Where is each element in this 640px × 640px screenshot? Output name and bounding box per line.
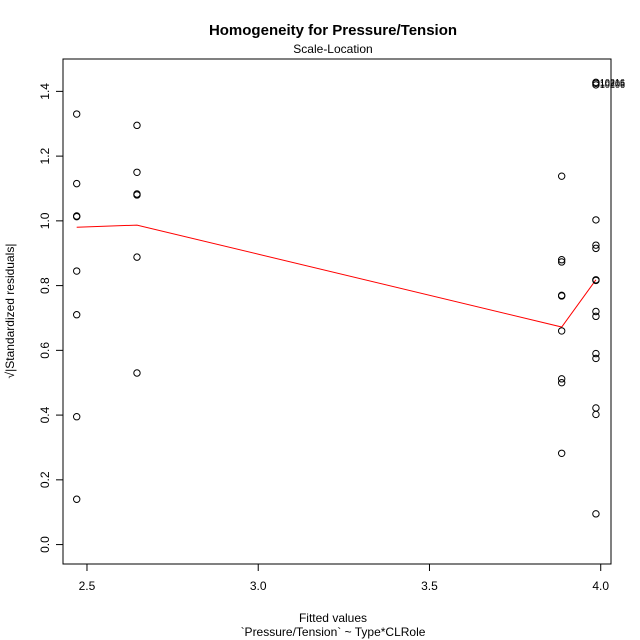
y-axis-label: √|Standardized residuals|: [3, 244, 17, 379]
data-point: [73, 311, 81, 319]
data-point: [557, 379, 566, 387]
data-point: [592, 354, 600, 363]
data-point: [592, 216, 600, 224]
x-axis-sublabel: `Pressure/Tension` ~ Type*CLRole: [241, 625, 426, 639]
y-tick-label: 0.8: [38, 277, 52, 294]
y-axis: 0.0 0.2 0.4 0.6 0.8 1.0 1.2 1.4: [38, 83, 63, 553]
data-point: [557, 375, 566, 383]
y-tick-label: 1.4: [38, 83, 52, 100]
y-tick-label: 1.0: [38, 212, 52, 229]
data-point: [557, 449, 566, 457]
data-point: [133, 168, 141, 177]
data-point: [557, 292, 566, 300]
data-point: [557, 256, 566, 264]
chart-title: Homogeneity for Pressure/Tension: [209, 22, 457, 39]
y-tick-label: 0.2: [38, 471, 52, 488]
data-point: [133, 369, 141, 377]
smooth-line: [76, 224, 597, 328]
data-point: [592, 244, 600, 253]
point-label: 10206: [600, 80, 625, 90]
y-tick-label: 1.2: [38, 147, 52, 164]
plot-frame: [62, 58, 612, 565]
x-tick-label: 3.0: [250, 579, 267, 593]
data-point: [592, 404, 600, 412]
data-point: [133, 253, 141, 261]
data-point: [592, 312, 600, 321]
data-points: [73, 78, 600, 518]
y-tick-label: 0.6: [38, 342, 52, 359]
y-tick-label: 0.4: [38, 406, 52, 423]
data-point: [557, 327, 566, 335]
x-tick-label: 2.5: [79, 579, 96, 593]
data-point: [73, 179, 81, 188]
y-tick-label: 0.0: [38, 536, 52, 553]
data-point: [557, 258, 566, 266]
data-point: [73, 495, 81, 503]
data-point: [592, 241, 600, 249]
data-point: [592, 307, 600, 316]
x-axis: 2.5 3.0 3.5 4.0: [79, 564, 609, 593]
x-axis-label: Fitted values: [299, 611, 367, 625]
data-point: [592, 510, 600, 518]
data-point: [73, 413, 81, 421]
data-point: [592, 349, 600, 358]
data-point: [133, 191, 141, 199]
x-tick-label: 3.5: [421, 579, 438, 593]
data-point: [73, 212, 81, 221]
data-point: [73, 267, 81, 275]
data-point: [592, 276, 600, 285]
data-point: [133, 121, 141, 130]
data-point: [557, 172, 566, 180]
point-label: 10216: [600, 77, 625, 87]
data-point: [73, 110, 81, 118]
point-label: 10205: [600, 78, 625, 88]
x-tick-label: 4.0: [592, 579, 609, 593]
chart-subtitle: Scale-Location: [293, 42, 372, 56]
data-point: [592, 410, 600, 419]
data-point: [592, 81, 600, 89]
